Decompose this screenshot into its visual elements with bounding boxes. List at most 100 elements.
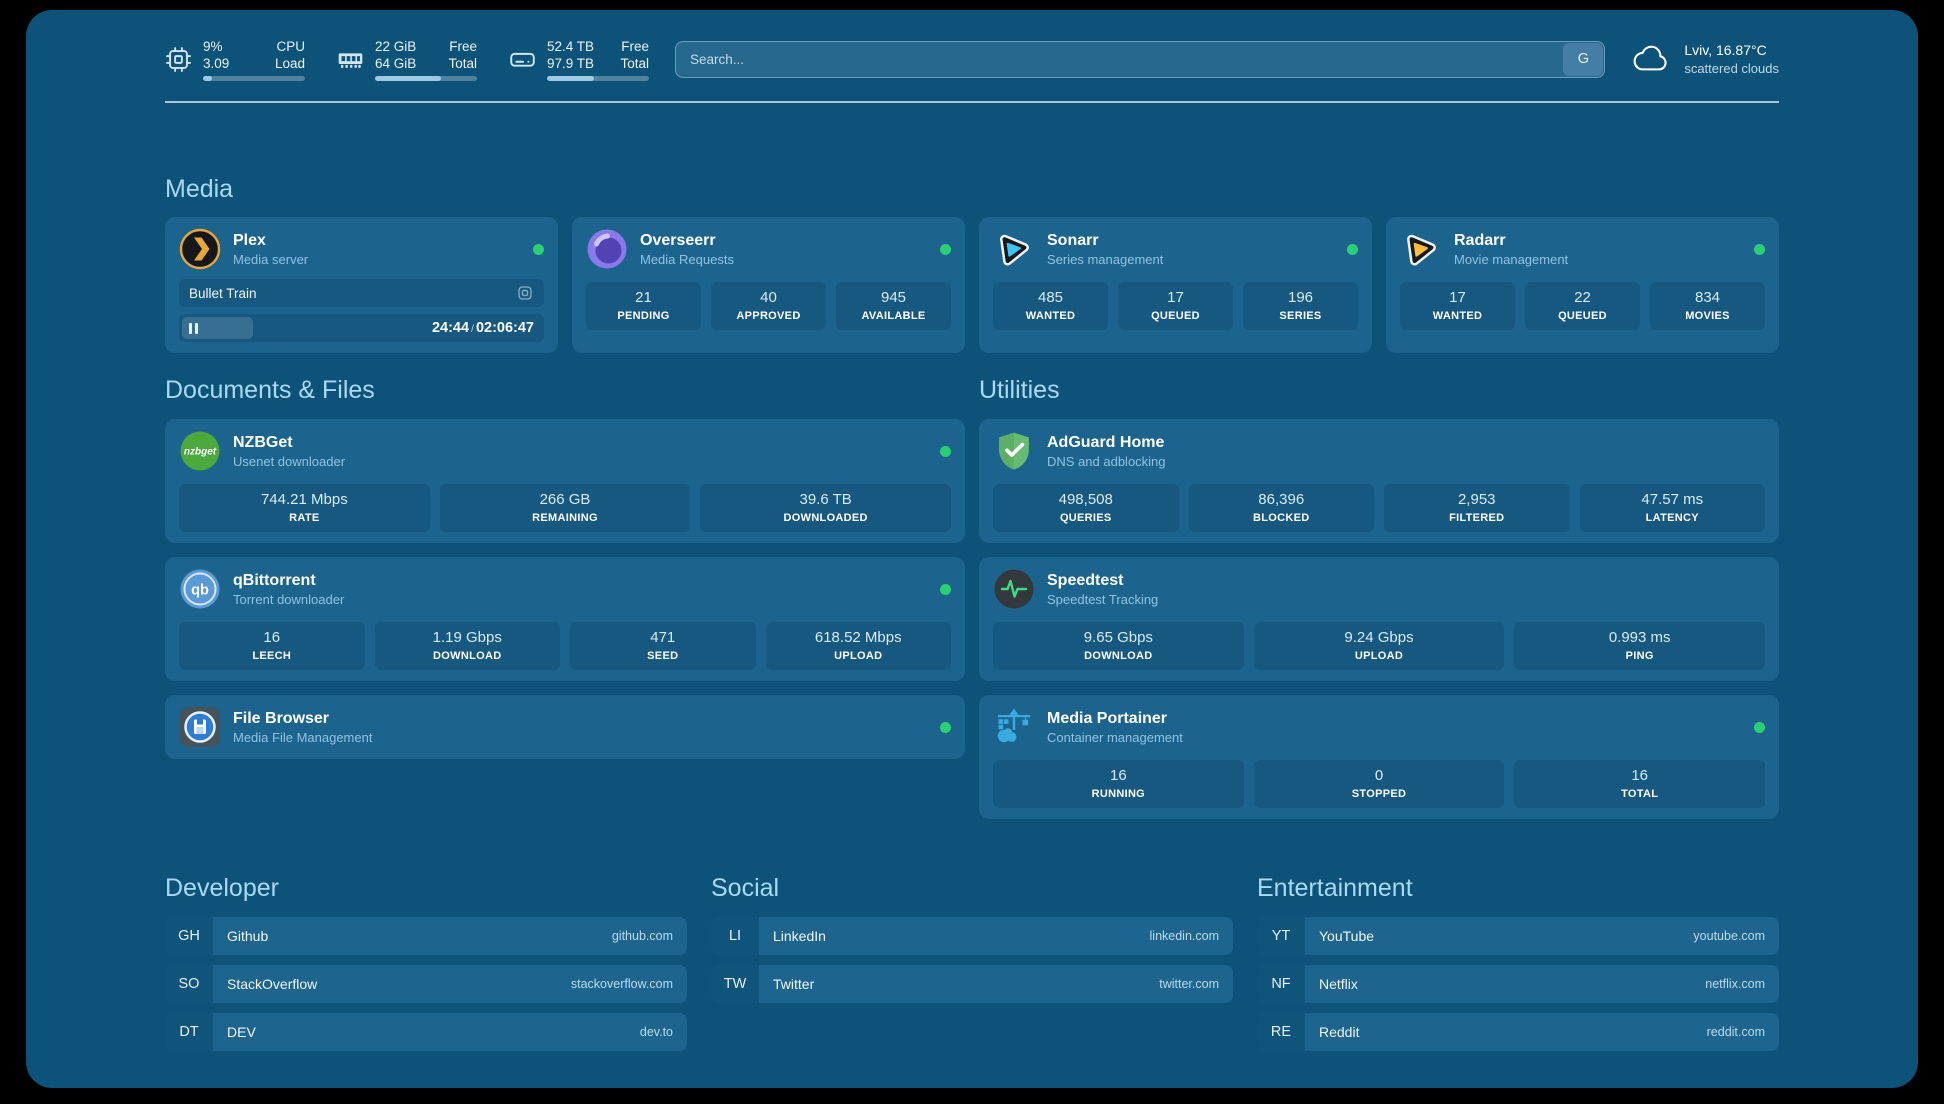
service-name: Speedtest bbox=[1047, 571, 1124, 589]
section-utilities: Utilities AdGuard Home DNS and adblockin… bbox=[979, 375, 1779, 819]
stat-pending: 21 PENDING bbox=[586, 282, 701, 330]
filebrowser-icon bbox=[180, 707, 220, 747]
bookmark-abbr: YT bbox=[1257, 917, 1305, 955]
service-description: Speedtest Tracking bbox=[1047, 591, 1159, 607]
bookmark-group-developer: Developer GH Github github.com SO StackO… bbox=[165, 873, 687, 1051]
memory-stat: 22 GiB 64 GiB Free Total bbox=[337, 38, 477, 81]
cpu-load-label: Load bbox=[274, 55, 305, 71]
bookmark-url: twitter.com bbox=[1159, 977, 1219, 991]
plex-icon bbox=[179, 228, 221, 270]
stat-approved: 40 APPROVED bbox=[711, 282, 826, 330]
bookmark-name: Twitter bbox=[773, 976, 815, 992]
section-title-entertainment: Entertainment bbox=[1257, 874, 1413, 902]
service-card-plex[interactable]: Plex Media server Bullet Train bbox=[165, 217, 558, 353]
service-card-qbittorrent[interactable]: qb qBittorrent Torrent downloader 16 LEE… bbox=[165, 557, 965, 681]
cpu-usage-value: 9% bbox=[203, 38, 223, 54]
sonarr-icon bbox=[1000, 234, 1029, 266]
section-title-documents: Documents & Files bbox=[165, 376, 375, 404]
portainer-icon bbox=[997, 708, 1030, 743]
bookmark-reddit[interactable]: RE Reddit reddit.com bbox=[1257, 1013, 1779, 1051]
section-media: Media Plex Media server Bullet Train bbox=[165, 174, 1779, 353]
bookmark-group-social: Social LI LinkedIn linkedin.com TW Twitt… bbox=[711, 873, 1233, 1051]
stat-upload: 9.24 Gbps UPLOAD bbox=[1253, 622, 1505, 670]
section-title-media: Media bbox=[165, 175, 234, 203]
bookmark-url: linkedin.com bbox=[1149, 929, 1219, 943]
status-dot bbox=[940, 721, 951, 733]
stat-series: 196 SERIES bbox=[1243, 282, 1358, 330]
stat-running: 16 RUNNING bbox=[993, 760, 1244, 808]
search-provider-button[interactable]: G bbox=[1563, 42, 1604, 76]
service-card-filebrowser[interactable]: File Browser Media File Management bbox=[165, 695, 965, 759]
service-card-nzbget[interactable]: nzbget NZBGet Usenet downloader 744.21 M… bbox=[165, 419, 965, 543]
stat-download: 9.65 Gbps DOWNLOAD bbox=[993, 622, 1244, 670]
search: G bbox=[675, 40, 1606, 78]
bookmarks: Developer GH Github github.com SO StackO… bbox=[165, 873, 1779, 1051]
weather-location: Lviv, 16.87°C bbox=[1684, 41, 1767, 58]
nzbget-icon: nzbget bbox=[180, 431, 220, 471]
section-documents: Documents & Files nzbget NZBGet Usenet d… bbox=[165, 375, 965, 819]
search-input[interactable] bbox=[675, 40, 1606, 78]
memory-progress-bar bbox=[375, 75, 477, 81]
bookmark-stackoverflow[interactable]: SO StackOverflow stackoverflow.com bbox=[165, 965, 687, 1003]
bookmark-group-entertainment: Entertainment YT YouTube youtube.com NF … bbox=[1257, 873, 1779, 1051]
bookmark-name: Github bbox=[227, 928, 269, 944]
stat-latency: 47.57 ms LATENCY bbox=[1579, 484, 1765, 532]
service-name: Sonarr bbox=[1047, 231, 1099, 249]
service-description: DNS and adblocking bbox=[1047, 453, 1166, 469]
disk-icon bbox=[510, 52, 535, 67]
service-card-adguard[interactable]: AdGuard Home DNS and adblocking 498,508 … bbox=[979, 419, 1779, 543]
weather-widget[interactable]: Lviv, 16.87°C scattered clouds bbox=[1631, 41, 1779, 78]
stat-stopped: 0 STOPPED bbox=[1253, 760, 1505, 808]
qbittorrent-icon: qb bbox=[180, 569, 220, 609]
svg-text:nzbget: nzbget bbox=[184, 447, 217, 458]
bookmark-url: dev.to bbox=[639, 1025, 673, 1039]
service-description: Usenet downloader bbox=[233, 453, 346, 469]
bookmark-abbr: GH bbox=[165, 917, 213, 955]
stat-downloaded: 39.6 TB DOWNLOADED bbox=[700, 484, 952, 532]
service-description: Series management bbox=[1047, 251, 1164, 267]
bookmark-name: LinkedIn bbox=[773, 928, 826, 944]
section-title-developer: Developer bbox=[165, 874, 279, 902]
bookmark-twitter[interactable]: TW Twitter twitter.com bbox=[711, 965, 1233, 1003]
service-description: Torrent downloader bbox=[233, 591, 345, 607]
stat-download: 1.19 Gbps DOWNLOAD bbox=[374, 622, 560, 670]
service-card-speedtest[interactable]: Speedtest Speedtest Tracking 9.65 Gbps D… bbox=[979, 557, 1779, 681]
status-dot bbox=[940, 445, 951, 457]
cpu-usage-label: CPU bbox=[276, 38, 305, 54]
bookmark-url: netflix.com bbox=[1705, 977, 1765, 991]
bookmark-name: DEV bbox=[227, 1024, 256, 1040]
bookmark-name: Reddit bbox=[1319, 1024, 1360, 1040]
stat-queued: 22 QUEUED bbox=[1525, 282, 1640, 330]
cpu-progress-bar bbox=[203, 75, 305, 81]
memory-free-value: 22 GiB bbox=[375, 38, 417, 54]
service-card-overseerr[interactable]: Overseerr Media Requests 21 PENDING 40 A… bbox=[572, 217, 965, 353]
service-description: Movie management bbox=[1454, 251, 1569, 267]
header-divider bbox=[165, 101, 1779, 103]
bookmark-netflix[interactable]: NF Netflix netflix.com bbox=[1257, 965, 1779, 1003]
bookmark-dev[interactable]: DT DEV dev.to bbox=[165, 1013, 687, 1051]
service-description: Media Requests bbox=[640, 251, 734, 267]
bookmark-youtube[interactable]: YT YouTube youtube.com bbox=[1257, 917, 1779, 955]
stat-blocked: 86,396 BLOCKED bbox=[1188, 484, 1374, 532]
service-card-sonarr[interactable]: Sonarr Series management 485 WANTED 17 Q… bbox=[979, 217, 1372, 353]
service-card-radarr[interactable]: Radarr Movie management 17 WANTED 22 QUE… bbox=[1386, 217, 1779, 353]
stat-wanted: 485 WANTED bbox=[993, 282, 1108, 330]
cpu-load-value: 3.09 bbox=[203, 55, 230, 71]
service-card-portainer[interactable]: Media Portainer Container management 16 … bbox=[979, 695, 1779, 819]
service-description: Media server bbox=[233, 251, 309, 267]
bookmark-github[interactable]: GH Github github.com bbox=[165, 917, 687, 955]
radarr-icon bbox=[1407, 234, 1436, 266]
bookmark-abbr: RE bbox=[1257, 1013, 1305, 1051]
service-name: Plex bbox=[233, 231, 266, 249]
stat-upload: 618.52 Mbps UPLOAD bbox=[765, 622, 951, 670]
stat-wanted: 17 WANTED bbox=[1400, 282, 1515, 330]
bookmark-abbr: LI bbox=[711, 917, 759, 955]
stat-filtered: 2,953 FILTERED bbox=[1384, 484, 1570, 532]
dashboard: 9% 3.09 CPU Load bbox=[26, 10, 1918, 1088]
cloud-icon bbox=[1633, 45, 1667, 71]
disk-stat: 52.4 TB 97.9 TB Free Total bbox=[509, 38, 649, 81]
bookmark-linkedin[interactable]: LI LinkedIn linkedin.com bbox=[711, 917, 1233, 955]
weather-condition: scattered clouds bbox=[1684, 60, 1779, 76]
bookmark-name: YouTube bbox=[1319, 928, 1375, 944]
disk-total-value: 97.9 TB bbox=[547, 55, 595, 71]
